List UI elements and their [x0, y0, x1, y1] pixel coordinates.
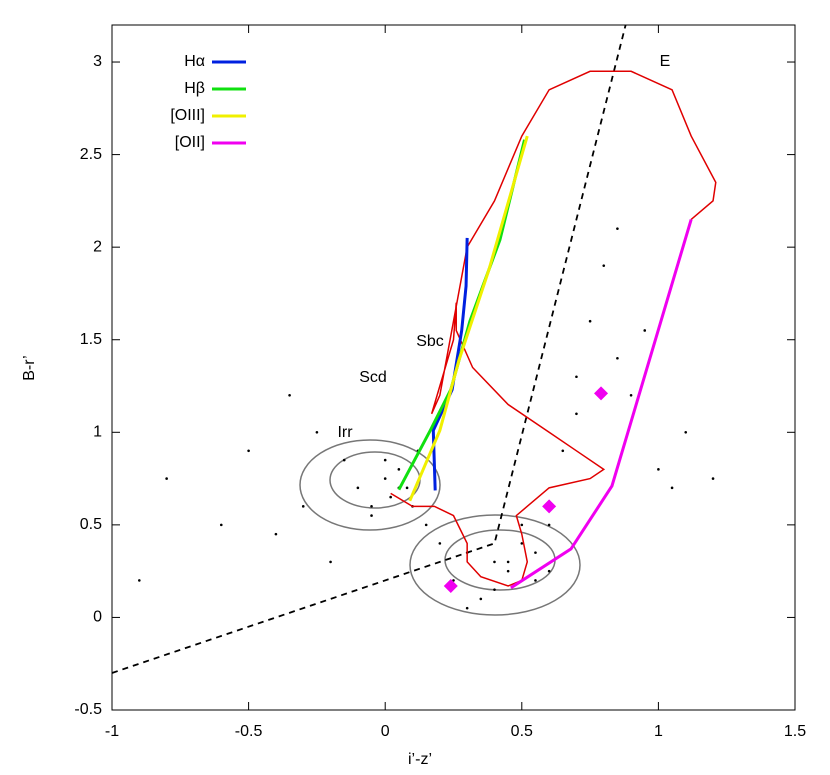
data-point — [370, 514, 373, 517]
data-point — [219, 523, 223, 527]
series-line — [431, 237, 469, 491]
data-point — [561, 449, 565, 453]
data-point — [602, 264, 606, 267]
y-tick-label: 0.5 — [80, 516, 102, 533]
data-point — [383, 477, 387, 480]
data-point — [383, 458, 387, 462]
x-tick-label: -0.5 — [235, 723, 263, 740]
data-point — [329, 560, 332, 564]
contour — [409, 514, 581, 616]
annotation: Sbc — [416, 333, 444, 350]
y-axis-label: B-r’ — [21, 355, 38, 380]
data-point — [389, 495, 392, 499]
y-tick-label: 2.5 — [80, 146, 102, 163]
plot-frame — [111, 24, 796, 711]
data-point — [274, 532, 278, 536]
data-point — [575, 375, 578, 379]
data-point — [616, 356, 619, 360]
x-tick-label: 1.5 — [784, 723, 806, 740]
legend-label: Hβ — [184, 80, 205, 97]
legend-label: Hα — [184, 53, 205, 70]
x-tick-label: -1 — [105, 723, 119, 740]
data-point — [506, 569, 510, 573]
x-tick-label: 0.5 — [511, 723, 533, 740]
legend-label: [OII] — [175, 134, 205, 151]
data-point — [370, 505, 373, 508]
diamond-marker — [542, 499, 557, 514]
data-point — [588, 319, 592, 323]
data-point — [405, 486, 409, 490]
data-point — [424, 523, 428, 527]
y-tick-label: 2 — [93, 238, 102, 255]
data-point — [684, 430, 688, 434]
diamond-marker — [443, 578, 458, 593]
series-line — [510, 218, 693, 590]
data-point — [629, 393, 633, 397]
data-point — [465, 606, 469, 610]
data-point — [356, 486, 360, 490]
data-point — [534, 551, 537, 554]
data-point — [547, 569, 551, 573]
data-point — [301, 505, 305, 508]
contour — [444, 529, 556, 591]
y-tick-label: 1 — [93, 424, 102, 441]
data-point — [711, 477, 715, 480]
data-point — [288, 393, 291, 397]
data-point — [575, 412, 578, 416]
data-point — [616, 227, 619, 230]
data-point — [534, 579, 537, 582]
series-line — [397, 139, 526, 491]
annotation: Irr — [337, 424, 353, 441]
y-tick-label: 3 — [93, 53, 102, 70]
series-line — [408, 135, 529, 502]
data-point — [438, 542, 442, 545]
density-contours — [299, 439, 581, 616]
data-point — [247, 449, 250, 453]
y-tick-label: -0.5 — [74, 701, 102, 718]
x-axis-label: i’-z’ — [408, 751, 432, 768]
data-point — [165, 477, 168, 480]
contour — [299, 439, 441, 531]
data-point — [397, 468, 401, 471]
y-tick-label: 0 — [93, 609, 102, 626]
data-point — [643, 329, 647, 332]
data-point — [493, 560, 496, 564]
data-point — [506, 560, 510, 564]
annotation: E — [660, 53, 671, 70]
data-point — [138, 579, 141, 582]
data-point — [670, 486, 674, 490]
series-line — [390, 70, 717, 587]
data-point — [520, 542, 524, 545]
data-point — [342, 458, 346, 462]
legend-label: [OIII] — [170, 107, 205, 124]
data-point — [479, 597, 483, 601]
x-tick-label: 1 — [654, 723, 663, 740]
data-point — [547, 523, 551, 527]
x-tick-label: 0 — [381, 723, 390, 740]
data-point — [315, 430, 319, 434]
series-line — [111, 24, 627, 674]
diamond-marker — [594, 386, 609, 401]
annotation: Scd — [359, 369, 387, 386]
data-point — [520, 523, 524, 527]
data-point — [657, 468, 660, 471]
y-tick-label: 1.5 — [80, 331, 102, 348]
data-point — [493, 588, 496, 591]
